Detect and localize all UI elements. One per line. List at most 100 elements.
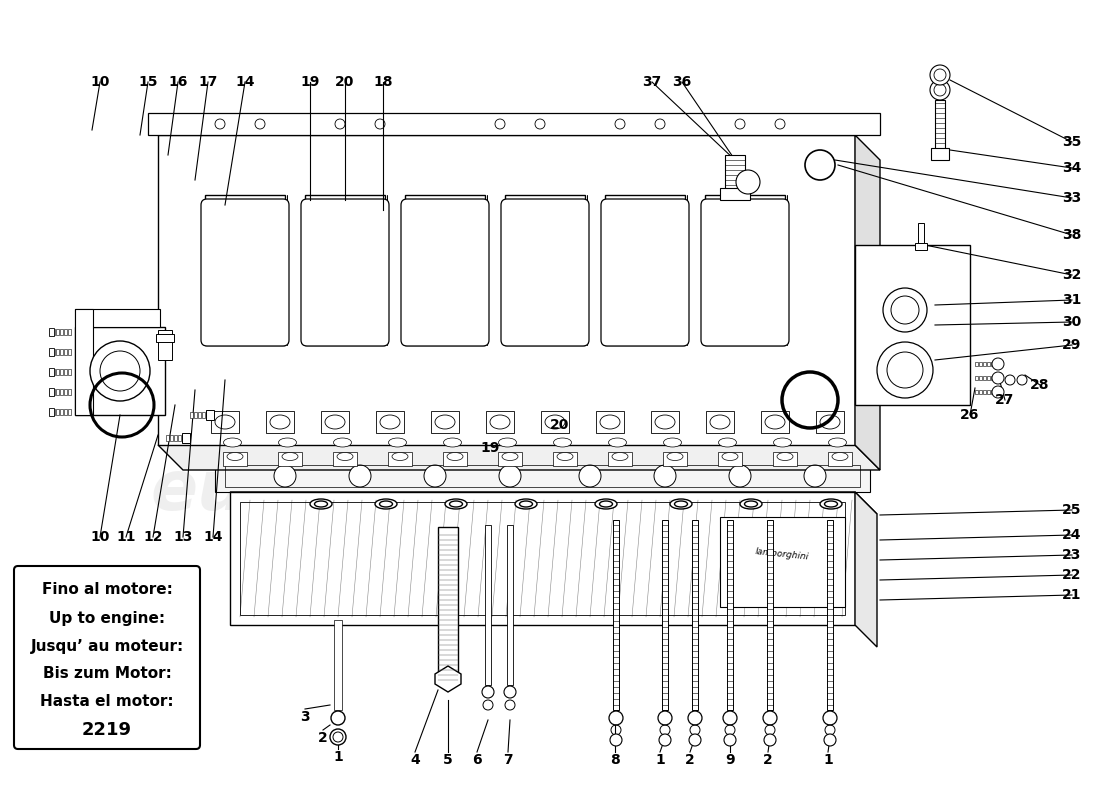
Bar [827, 520, 833, 710]
Bar [68, 349, 72, 355]
Text: 10: 10 [90, 530, 110, 544]
Bar [178, 435, 182, 441]
Circle shape [535, 119, 544, 129]
Ellipse shape [392, 453, 408, 461]
Circle shape [736, 170, 760, 194]
Circle shape [724, 734, 736, 746]
Bar [761, 411, 789, 433]
Text: 30: 30 [1063, 315, 1081, 329]
Text: 17: 17 [198, 75, 218, 89]
Ellipse shape [777, 453, 793, 461]
Bar [75, 327, 165, 415]
Text: 14: 14 [235, 75, 255, 89]
Ellipse shape [553, 438, 572, 447]
Bar [158, 330, 172, 360]
Text: 11: 11 [117, 530, 135, 544]
Text: eurospares: eurospares [151, 306, 590, 374]
Bar [608, 451, 632, 466]
Bar [720, 188, 750, 200]
Text: 26: 26 [960, 408, 980, 422]
Text: lamborghini: lamborghini [755, 547, 810, 562]
Ellipse shape [557, 453, 573, 461]
Ellipse shape [450, 501, 462, 507]
Bar [979, 362, 982, 366]
Polygon shape [855, 492, 877, 647]
Circle shape [823, 711, 837, 725]
Ellipse shape [764, 415, 785, 429]
Bar [68, 329, 72, 335]
Text: 19: 19 [481, 441, 499, 455]
Ellipse shape [832, 453, 848, 461]
Ellipse shape [710, 415, 730, 429]
Bar [931, 148, 949, 160]
Circle shape [214, 119, 225, 129]
Ellipse shape [324, 415, 345, 429]
Bar [68, 369, 72, 375]
Bar [706, 411, 734, 433]
Bar [50, 328, 54, 336]
Text: 37: 37 [642, 75, 661, 89]
Text: Hasta el motor:: Hasta el motor: [41, 694, 174, 710]
Bar [975, 376, 978, 380]
FancyBboxPatch shape [402, 199, 490, 346]
Text: 29: 29 [1063, 338, 1081, 352]
Circle shape [992, 386, 1004, 398]
Ellipse shape [612, 453, 628, 461]
Circle shape [992, 358, 1004, 370]
Ellipse shape [600, 501, 613, 507]
Text: 9: 9 [725, 753, 735, 767]
Bar [855, 245, 970, 405]
Polygon shape [855, 135, 880, 470]
Bar [991, 390, 994, 394]
Text: 6: 6 [472, 753, 482, 767]
Bar [720, 517, 845, 607]
Ellipse shape [227, 453, 243, 461]
Bar [202, 412, 205, 418]
Bar [388, 451, 412, 466]
Ellipse shape [820, 415, 840, 429]
FancyBboxPatch shape [601, 199, 689, 346]
Circle shape [499, 465, 521, 487]
Bar [596, 411, 624, 433]
Bar [431, 411, 459, 433]
Text: 16: 16 [168, 75, 188, 89]
Bar [498, 451, 522, 466]
Circle shape [424, 465, 446, 487]
Bar [68, 409, 72, 415]
FancyBboxPatch shape [500, 199, 588, 346]
Bar [68, 389, 72, 395]
Circle shape [1005, 375, 1015, 385]
Text: 13: 13 [174, 530, 192, 544]
Bar [182, 433, 190, 443]
Ellipse shape [820, 499, 842, 509]
Ellipse shape [498, 438, 517, 447]
Text: 24: 24 [1063, 528, 1081, 542]
Ellipse shape [443, 438, 462, 447]
Ellipse shape [595, 499, 617, 509]
Bar [725, 155, 745, 195]
Circle shape [992, 372, 1004, 384]
Bar [64, 329, 67, 335]
Bar [443, 451, 468, 466]
Text: 14: 14 [204, 530, 222, 544]
Bar [987, 362, 990, 366]
Ellipse shape [654, 415, 675, 429]
Circle shape [883, 288, 927, 332]
Circle shape [658, 711, 672, 725]
Ellipse shape [718, 438, 737, 447]
Text: 18: 18 [373, 75, 393, 89]
Ellipse shape [608, 438, 627, 447]
Bar [60, 389, 63, 395]
Text: 36: 36 [672, 75, 692, 89]
Ellipse shape [663, 438, 682, 447]
Bar [50, 408, 54, 416]
Ellipse shape [490, 415, 510, 429]
Circle shape [804, 465, 826, 487]
Bar [662, 520, 668, 710]
Bar [60, 369, 63, 375]
Text: 5: 5 [443, 753, 453, 767]
Bar [334, 620, 342, 710]
FancyBboxPatch shape [301, 199, 389, 346]
Bar [651, 411, 679, 433]
Text: 1: 1 [333, 750, 343, 764]
